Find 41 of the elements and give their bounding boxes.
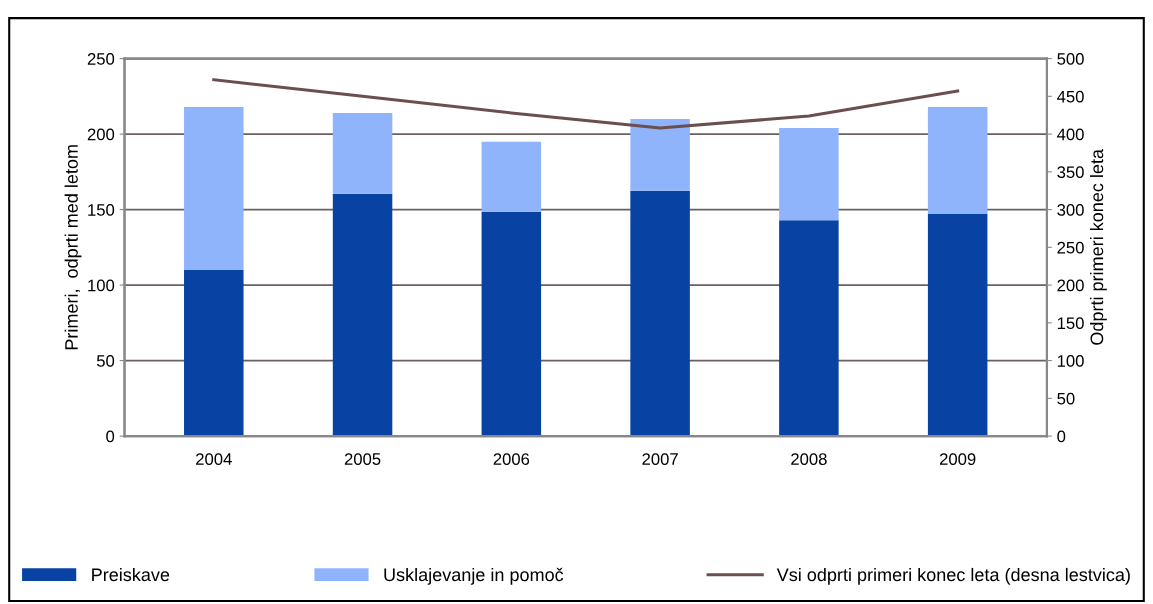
legend-label: Vsi odprti primeri konec leta (desna lestvica): [776, 567, 1130, 585]
bar: [332, 193, 393, 437]
bar: [481, 211, 542, 437]
bar: [332, 112, 393, 194]
legend-label: Preiskave: [92, 567, 170, 582]
x-tick-label: 2004: [196, 453, 232, 465]
y-tick-label: 250: [87, 52, 115, 65]
bar: [184, 269, 244, 437]
bar: [779, 128, 839, 221]
y-tick-label: 0: [106, 430, 115, 443]
bar: [630, 190, 690, 437]
legend-label: Usklajevanje in pomoč: [384, 567, 564, 585]
y-tick-label: 100: [88, 279, 115, 292]
y2-tick-label: 50: [1057, 392, 1075, 405]
y2-tick-label: 250: [1057, 241, 1084, 254]
y2-tick-label: 0: [1057, 430, 1066, 443]
bar: [481, 141, 542, 212]
line-series: [212, 78, 960, 130]
x-tick-label: 2007: [642, 453, 678, 465]
y2-tick-label: 150: [1057, 317, 1084, 330]
y-tick-label: 150: [88, 203, 115, 216]
y2-tick-label: 450: [1057, 90, 1084, 103]
x-tick-label: 2005: [344, 453, 381, 465]
y-axis-title: Primeri, odprti med letom: [64, 145, 82, 350]
y-tick-label: 50: [96, 354, 115, 367]
bar: [184, 106, 244, 270]
y2-tick-label: 400: [1057, 128, 1084, 141]
y2-tick-label: 200: [1057, 279, 1084, 292]
x-tick-label: 2006: [493, 453, 530, 465]
y-tick-label: 200: [87, 128, 115, 141]
bar: [630, 118, 690, 191]
x-tick-label: 2008: [791, 453, 827, 465]
y2-tick-label: 500: [1057, 52, 1084, 65]
x-tick-label: 2009: [939, 453, 976, 465]
bar: [927, 214, 988, 437]
y2-tick-label: 100: [1057, 354, 1084, 367]
y2-tick-label: 300: [1057, 203, 1084, 216]
y2-axis-title: Odprti primeri konec leta: [1090, 148, 1107, 345]
y2-tick-label: 350: [1057, 166, 1084, 179]
bar: [779, 220, 839, 437]
bar: [927, 106, 988, 215]
